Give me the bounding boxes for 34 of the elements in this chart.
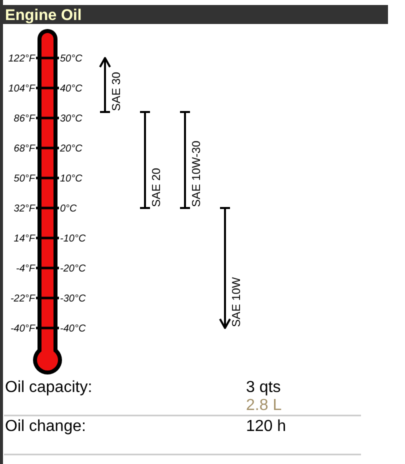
text: 2.8 L — [246, 397, 282, 414]
y-tick-label: -20°C — [60, 264, 86, 274]
y-tick-label: -10°C — [60, 234, 86, 244]
y2-tick-label: -22°F — [10, 294, 36, 304]
y2-tick-label: -4°F — [16, 264, 36, 274]
y2-tick-label: 68°F — [14, 144, 36, 154]
y-tick-label: 0°C — [60, 204, 78, 214]
y-tick-label: 50°C — [60, 54, 84, 64]
text: Oil capacity: — [5, 379, 92, 396]
y-tick-label: -40°C — [60, 324, 86, 334]
x-tick-label: SAE 10W-30 — [191, 140, 203, 207]
bar — [224, 208, 226, 328]
bar — [104, 58, 106, 112]
y2-tick-label: 86°F — [14, 114, 36, 124]
text: 120 h — [246, 418, 286, 435]
x-tick-label: SAE 10W — [231, 277, 243, 327]
y-tick-label: 10°C — [60, 174, 84, 184]
y-tick-label: 40°C — [60, 84, 84, 94]
y-tick-label: 20°C — [59, 144, 84, 154]
y2-tick-label: 50°F — [14, 174, 36, 184]
bar — [184, 112, 186, 208]
y-tick-label: -30°C — [60, 294, 86, 304]
chart-title: Engine Oil — [5, 7, 82, 24]
y2-tick-label: 32°F — [14, 204, 36, 214]
y2-tick-label: 104°F — [8, 84, 36, 94]
x-tick-label: SAE 20 — [151, 168, 163, 207]
y-tick-label: 30°C — [60, 114, 84, 124]
y2-tick-label: 122°F — [8, 54, 36, 64]
text: Oil change: — [5, 418, 86, 435]
text: 3 qts — [246, 379, 281, 396]
x-tick-label: SAE 30 — [111, 72, 123, 111]
y2-tick-label: -40°F — [10, 324, 36, 334]
y2-tick-label: 14°F — [14, 234, 36, 244]
bar — [144, 112, 146, 208]
